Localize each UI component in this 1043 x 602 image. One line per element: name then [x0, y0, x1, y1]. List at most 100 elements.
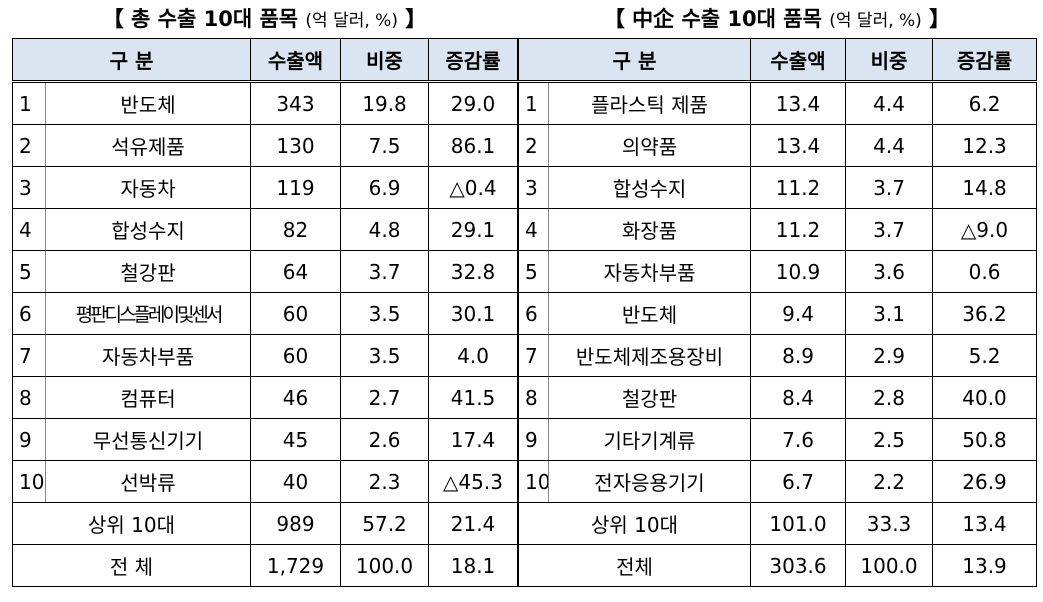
footer-label: 전체	[517, 544, 752, 587]
rank-cell: 2	[518, 124, 549, 167]
rank-cell: 1	[518, 81, 549, 125]
value-cell: 9.4	[750, 292, 847, 335]
data-row: 2 의약품 13.4 4.4 12.3	[518, 124, 1038, 167]
data-row: 4 화장품 11.2 3.7 △9.0	[518, 208, 1038, 251]
value-cell: 3.7	[845, 208, 934, 251]
title-close: 】	[929, 7, 951, 31]
value-cell: 1,729	[250, 544, 342, 587]
value-cell: 4.4	[845, 124, 934, 167]
value-cell: 2.2	[845, 460, 934, 503]
data-row: 7 자동차부품 60 3.5 4.0	[12, 334, 519, 377]
rank-cell: 5	[12, 250, 46, 293]
rank-cell: 4	[12, 208, 46, 251]
footer-row: 상위 10대 101.0 33.3 13.4	[517, 502, 1038, 545]
value-cell: 32.8	[428, 250, 519, 293]
title-unit: (억 달러, %)	[305, 11, 398, 31]
value-cell: 2.7	[340, 376, 430, 419]
value-cell: 2.9	[845, 334, 934, 377]
header-cell: 증감률	[428, 38, 519, 83]
table-panel: 【 총 수출 10대 품목 (억 달러, %) 】 구 분 수출액 비중 증감률 1 반도체…	[11, 0, 519, 587]
value-cell: 5.2	[932, 334, 1038, 377]
rank-cell: 3	[12, 166, 46, 209]
value-cell: 29.1	[428, 208, 519, 251]
data-row: 1 반도체 343 19.8 29.0	[12, 81, 519, 125]
header-cell: 구 분	[11, 38, 252, 83]
header-cell: 비중	[845, 38, 934, 83]
header-row: 구 분 수출액 비중 증감률	[517, 38, 1038, 83]
rank-cell: 5	[518, 250, 549, 293]
footer-row: 전 체 1,729 100.0 18.1	[11, 544, 519, 587]
title-close: 】	[405, 7, 427, 31]
item-cell: 합성수지	[547, 166, 752, 209]
value-cell: 6.9	[340, 166, 430, 209]
value-cell: 4.4	[845, 81, 934, 125]
value-cell: 60	[250, 334, 342, 377]
header-cell: 수출액	[250, 38, 342, 83]
value-cell: 3.5	[340, 334, 430, 377]
footer-row: 상위 10대 989 57.2 21.4	[11, 502, 519, 545]
data-row: 3 합성수지 11.2 3.7 14.8	[518, 166, 1038, 209]
table-title: 【 中企 수출 10대 품목 (억 달러, %) 】	[518, 0, 1036, 38]
value-cell: 0.6	[932, 250, 1038, 293]
footer-label: 상위 10대	[517, 502, 752, 545]
item-cell: 자동차부품	[547, 250, 752, 293]
item-cell: 철강판	[547, 376, 752, 419]
data-row: 2 석유제품 130 7.5 86.1	[12, 124, 519, 167]
value-cell: 13.4	[750, 124, 847, 167]
value-cell: 8.9	[750, 334, 847, 377]
value-cell: 2.6	[340, 418, 430, 461]
value-cell: 60	[250, 292, 342, 335]
value-cell: 4.0	[428, 334, 519, 377]
value-cell: 13.4	[750, 81, 847, 125]
value-cell: 989	[250, 502, 342, 545]
value-cell: 11.2	[750, 208, 847, 251]
value-cell: 6.2	[932, 81, 1038, 125]
data-row: 7 반도체제조용장비 8.9 2.9 5.2	[518, 334, 1038, 377]
value-cell: 6.7	[750, 460, 847, 503]
value-cell: 3.7	[340, 250, 430, 293]
header-cell: 수출액	[750, 38, 847, 83]
value-cell: 119	[250, 166, 342, 209]
item-cell: 컴퓨터	[44, 376, 252, 419]
data-table: 구 분 수출액 비중 증감률 1 반도체 343 19.8 29.0 2 석유제품 130 7.5 86.…	[11, 38, 519, 587]
value-cell: 303.6	[750, 544, 847, 587]
rank-cell: 9	[518, 418, 549, 461]
data-row: 5 철강판 64 3.7 32.8	[12, 250, 519, 293]
item-cell: 자동차부품	[44, 334, 252, 377]
item-cell: 기타기계류	[547, 418, 752, 461]
value-cell: △0.4	[428, 166, 519, 209]
title-text: 【 中企 수출 10대 품목	[603, 7, 822, 31]
data-row: 3 자동차 119 6.9 △0.4	[12, 166, 519, 209]
data-row: 8 철강판 8.4 2.8 40.0	[518, 376, 1038, 419]
value-cell: 10.9	[750, 250, 847, 293]
rank-cell: 7	[12, 334, 46, 377]
value-cell: 45	[250, 418, 342, 461]
value-cell: 2.8	[845, 376, 934, 419]
value-cell: 7.6	[750, 418, 847, 461]
value-cell: 2.3	[340, 460, 430, 503]
rank-cell: 6	[518, 292, 549, 335]
item-cell: 평판디스플레이및센서	[44, 292, 252, 335]
value-cell: 343	[250, 81, 342, 125]
value-cell: 19.8	[340, 81, 430, 125]
value-cell: 3.5	[340, 292, 430, 335]
value-cell: 13.9	[932, 544, 1038, 587]
value-cell: 14.8	[932, 166, 1038, 209]
rank-cell: 8	[518, 376, 549, 419]
value-cell: 50.8	[932, 418, 1038, 461]
value-cell: 30.1	[428, 292, 519, 335]
value-cell: 29.0	[428, 81, 519, 125]
rank-cell: 10	[12, 460, 46, 503]
rank-cell: 9	[12, 418, 46, 461]
rank-cell: 6	[12, 292, 46, 335]
value-cell: 40.0	[932, 376, 1038, 419]
value-cell: 101.0	[750, 502, 847, 545]
rank-cell: 10	[518, 460, 549, 503]
footer-label: 전 체	[11, 544, 252, 587]
value-cell: 3.1	[845, 292, 934, 335]
value-cell: △9.0	[932, 208, 1038, 251]
item-cell: 선박류	[44, 460, 252, 503]
item-cell: 석유제품	[44, 124, 252, 167]
value-cell: 3.7	[845, 166, 934, 209]
